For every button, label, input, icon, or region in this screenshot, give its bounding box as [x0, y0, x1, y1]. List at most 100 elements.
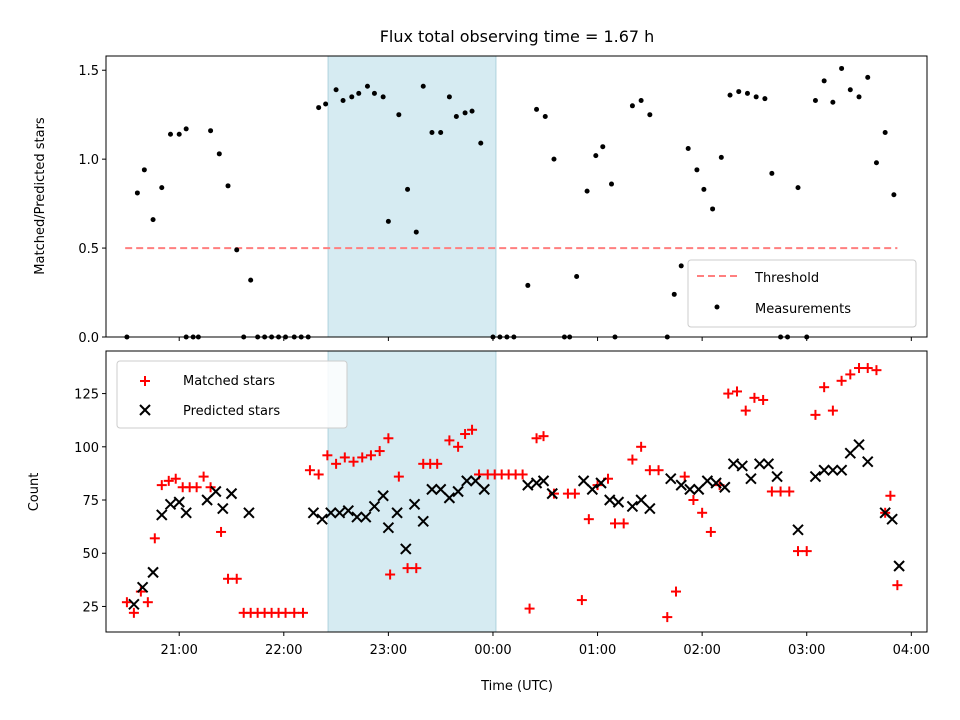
- top-legend-box: [687, 259, 917, 328]
- measurement-point: [638, 97, 644, 103]
- measurement-point: [710, 206, 716, 212]
- matched-point: [393, 471, 404, 482]
- predicted-point: [745, 473, 757, 485]
- predicted-point: [316, 513, 328, 525]
- x-tick-label: 02:00: [683, 643, 720, 658]
- measurement-point: [469, 108, 475, 114]
- predicted-point: [333, 507, 346, 519]
- measurement-point: [208, 128, 214, 134]
- measurement-point: [371, 90, 377, 96]
- bottom-axes-frame: [105, 350, 928, 633]
- bottom-y-tick-label: 25: [82, 600, 99, 615]
- predicted-point: [243, 507, 255, 519]
- matched-point: [163, 475, 174, 486]
- measurement-point: [176, 131, 182, 137]
- matched-point: [348, 456, 359, 467]
- measurement-point: [159, 185, 165, 191]
- predicted-point: [443, 492, 456, 504]
- matched-point: [732, 386, 743, 397]
- matched-point: [223, 573, 234, 584]
- predicted-point: [577, 475, 590, 487]
- measurement-point: [685, 145, 691, 151]
- measurement-point: [593, 153, 599, 159]
- matched-point: [766, 486, 777, 497]
- measurement-point: [380, 94, 386, 100]
- predicted-point: [173, 496, 185, 508]
- predicted-point: [701, 475, 714, 487]
- matched-point: [609, 518, 620, 529]
- measurement-point: [453, 113, 459, 119]
- top-plot-area: [124, 65, 898, 340]
- matched-point: [758, 394, 769, 405]
- matched-point: [297, 607, 308, 618]
- matched-point: [810, 409, 821, 420]
- x-tick-label: 00:00: [474, 643, 511, 658]
- matched-point: [280, 607, 291, 618]
- matched-point: [121, 597, 132, 608]
- matched-point: [313, 469, 324, 480]
- measurement-point: [600, 144, 606, 150]
- x-axis-label: Time (UTC): [480, 679, 553, 694]
- measurement-point: [762, 96, 768, 102]
- predicted-point: [180, 507, 192, 519]
- measurement-point: [769, 170, 775, 176]
- measurement-point: [462, 110, 468, 116]
- measurement-point: [574, 274, 580, 280]
- matched-point: [892, 580, 903, 591]
- top-legend: Threshold Measurements: [687, 259, 917, 328]
- bottom-legend-box: [116, 360, 348, 429]
- matched-point: [697, 507, 708, 518]
- predicted-point: [201, 494, 213, 506]
- matched-point: [331, 458, 342, 469]
- measurement-point: [671, 291, 677, 297]
- predicted-point: [147, 566, 159, 579]
- matched-point: [576, 595, 587, 606]
- measurement-point: [438, 129, 444, 135]
- bottom-y-tick-label: 50: [82, 547, 99, 562]
- threshold-legend-label: Threshold: [754, 271, 819, 286]
- matched-point: [198, 471, 209, 482]
- measurement-point: [385, 218, 391, 224]
- predicted-point: [408, 498, 421, 510]
- measurement-point: [839, 65, 845, 71]
- matched-point: [411, 563, 422, 574]
- measurement-point: [134, 190, 140, 196]
- measurement-point: [736, 89, 742, 95]
- matched-point: [517, 469, 528, 480]
- predicted-point: [434, 483, 447, 496]
- matched-point: [885, 490, 896, 501]
- predicted-point: [893, 560, 905, 572]
- predicted-point: [546, 487, 558, 500]
- matched-point: [357, 452, 368, 463]
- measurement-point: [542, 113, 548, 119]
- measurement-point: [429, 129, 435, 135]
- matched-point: [679, 471, 690, 482]
- x-tick-label: 03:00: [788, 643, 825, 658]
- predicted-point: [762, 458, 775, 470]
- predicted-point: [217, 502, 229, 515]
- matched-point: [304, 465, 315, 476]
- measurement-point: [821, 78, 827, 84]
- matched-point: [644, 465, 655, 476]
- measurement-point: [405, 186, 411, 192]
- predicted-point: [377, 490, 389, 502]
- matched-point: [636, 441, 647, 452]
- predicted-point: [530, 477, 543, 489]
- predicted-point: [136, 581, 149, 594]
- matched-point: [385, 569, 396, 580]
- measurement-point: [248, 277, 254, 283]
- predicted-point: [635, 494, 647, 506]
- measurement-point: [420, 83, 426, 89]
- predicted-point: [792, 524, 804, 536]
- measurement-point: [333, 87, 339, 93]
- top-y-tick-label: 0.0: [78, 331, 99, 346]
- predicted-point: [644, 502, 656, 515]
- bottom-y-tick-label: 125: [74, 388, 99, 403]
- matched-point: [862, 363, 873, 374]
- predicted-point: [586, 483, 599, 496]
- measurement-point: [356, 90, 362, 96]
- x-tick-label: 21:00: [160, 643, 197, 658]
- measurement-point: [744, 90, 750, 96]
- predicted-point: [537, 475, 550, 487]
